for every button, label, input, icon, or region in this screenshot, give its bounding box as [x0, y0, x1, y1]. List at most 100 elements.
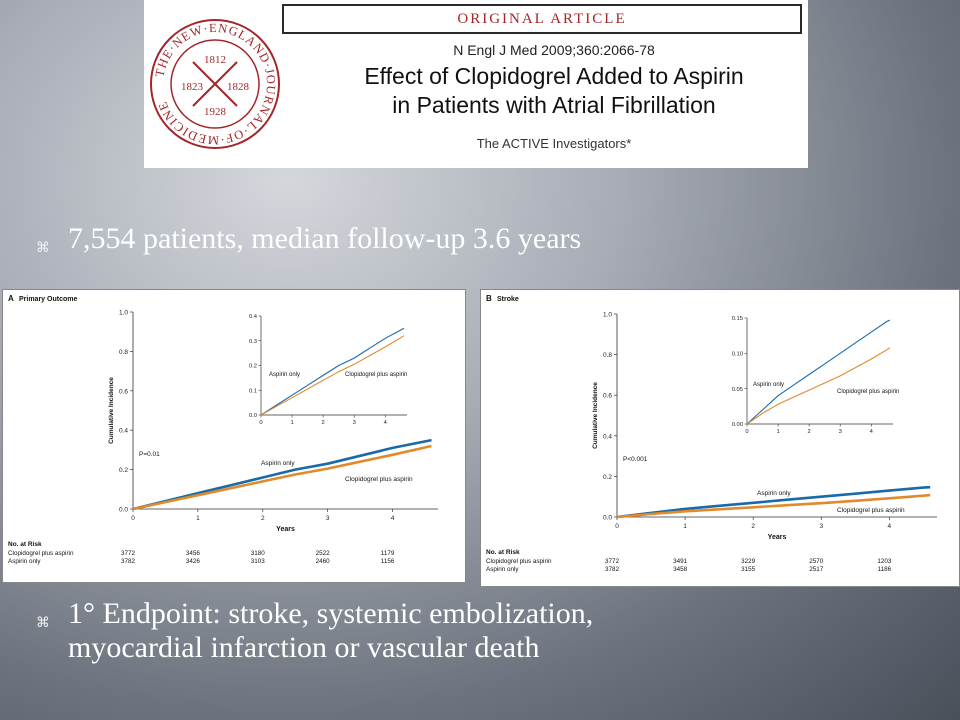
risk-table-cell: 3772	[121, 550, 136, 557]
p-value: P=0.01	[139, 451, 160, 458]
panel-label: B	[486, 294, 492, 303]
y-tick-label: 0.4	[603, 433, 612, 440]
series-label-clopidogrel-plus-aspirin: Clopidogrel plus aspirin	[837, 507, 905, 514]
svg-text:1812: 1812	[204, 54, 226, 66]
y-tick-label: 0.0	[119, 507, 128, 514]
inset-y-tick-label: 0.15	[732, 316, 743, 322]
series-line-clopidogrel-plus-aspirin	[616, 493, 931, 519]
inset-y-tick-label: 0.10	[732, 352, 743, 358]
inset-x-tick-label: 3	[839, 429, 842, 435]
y-tick-label: 0.8	[603, 352, 612, 359]
risk-table-cell: 3180	[251, 550, 266, 557]
risk-table-cell: 3103	[251, 558, 266, 565]
x-tick-label: 3	[326, 515, 330, 522]
p-value: P<0.001	[623, 456, 648, 463]
risk-table-cell: 3782	[605, 566, 620, 573]
x-axis-label: Years	[768, 534, 787, 541]
bullet-text-line-2: myocardial infarction or vascular death	[68, 631, 540, 664]
inset-x-tick-label: 4	[870, 429, 874, 435]
bullet-text-line-1: 1° Endpoint: stroke, systemic embolizati…	[68, 597, 594, 630]
series-label-aspirin-only: Aspirin only	[757, 490, 791, 497]
inset-series-label-clopidogrel-plus-aspirin: Clopidogrel plus aspirin	[837, 389, 899, 395]
chart-title: Primary Outcome	[19, 296, 77, 303]
series-line-aspirin-only	[132, 438, 432, 511]
inset-y-tick-label: 0.3	[249, 339, 257, 345]
inset-series-label-clopidogrel-plus-aspirin: Clopidogrel plus aspirin	[345, 372, 407, 378]
risk-table-cell: 3458	[673, 566, 688, 573]
svg-text:1828: 1828	[227, 81, 250, 93]
risk-table-cell: 3491	[673, 558, 688, 565]
risk-table-row-label: Clopidogrel plus aspirin	[8, 550, 74, 557]
y-axis-label: Cumulative Incidence	[108, 377, 115, 444]
bullet-marker-icon: ⌘	[36, 615, 50, 631]
citation: N Engl J Med 2009;360:2066-78	[453, 42, 655, 58]
risk-table-cell: 3229	[741, 558, 756, 565]
x-tick-label: 0	[615, 523, 619, 530]
bullet-text: 7,554 patients, median follow-up 3.6 yea…	[68, 222, 582, 255]
risk-table-cell: 2570	[809, 558, 824, 565]
x-axis-label: Years	[276, 526, 295, 533]
inset-series-line-clopidogrel-plus-aspirin	[746, 347, 891, 425]
inset-y-tick-label: 0.1	[249, 388, 257, 394]
y-tick-label: 0.6	[119, 388, 128, 395]
inset-x-tick-label: 0	[745, 429, 748, 435]
series-label-aspirin-only: Aspirin only	[261, 460, 295, 467]
y-tick-label: 0.8	[119, 349, 128, 356]
risk-table-cell: 3772	[605, 558, 620, 565]
risk-table-cell: 3782	[121, 558, 136, 565]
series-line-clopidogrel-plus-aspirin	[132, 444, 432, 511]
risk-table-row-label: Clopidogrel plus aspirin	[486, 558, 552, 565]
x-tick-label: 1	[196, 515, 200, 522]
risk-table-cell: 1186	[878, 566, 892, 573]
x-tick-label: 4	[391, 515, 395, 522]
y-tick-label: 0.6	[603, 393, 612, 400]
inset-x-tick-label: 4	[384, 420, 388, 426]
risk-table-cell: 3155	[741, 566, 756, 573]
svg-text:1928: 1928	[204, 106, 227, 118]
x-tick-label: 0	[131, 515, 135, 522]
inset-series-line-aspirin-only	[746, 319, 891, 425]
bullet-patients: ⌘ 7,554 patients, median follow-up 3.6 y…	[36, 222, 936, 256]
inset-series-line-aspirin-only	[260, 327, 405, 416]
inset-background	[719, 310, 905, 440]
inset-y-tick-label: 0.2	[249, 364, 257, 370]
inset-series-label-aspirin-only: Aspirin only	[753, 382, 784, 388]
risk-table-cell: 1156	[381, 558, 395, 565]
inset-x-tick-label: 2	[322, 420, 325, 426]
inset-y-tick-label: 0.0	[249, 413, 257, 419]
svg-text:1823: 1823	[181, 81, 204, 93]
inset-series-label-aspirin-only: Aspirin only	[269, 372, 300, 378]
inset-series-line-clopidogrel-plus-aspirin	[260, 335, 405, 416]
risk-table-cell: 2517	[809, 566, 824, 573]
bullet-marker-icon: ⌘	[36, 240, 50, 256]
risk-table-cell: 1203	[877, 558, 892, 565]
authors: The ACTIVE Investigators*	[476, 136, 632, 151]
chart-svg: B Stroke 0.0 0.2 0.4 0.6 0.8 1.0 0 1 2 3 4 Years Cumul…	[486, 294, 937, 573]
y-tick-label: 1.0	[603, 312, 612, 319]
x-tick-label: 2	[261, 515, 265, 522]
title-line-1: Effect of Clopidogrel Added to Aspirin	[364, 63, 744, 89]
risk-table-row-label: Aspirin only	[486, 566, 519, 573]
y-tick-label: 0.0	[603, 515, 612, 522]
x-tick-label: 1	[683, 523, 687, 530]
risk-table-cell: 2522	[316, 550, 331, 557]
inset-x-tick-label: 1	[290, 420, 293, 426]
risk-table-row-label: Aspirin only	[8, 558, 41, 565]
inset-y-tick-label: 0.00	[732, 422, 743, 428]
article-title: Effect of Clopidogrel Added to Aspirin i…	[294, 62, 814, 120]
inset-x-tick-label: 0	[259, 420, 262, 426]
x-tick-label: 4	[888, 523, 892, 530]
article-header: THE·NEW·ENGLAND·JOURNAL·OF·MEDICINE 1812…	[144, 0, 808, 168]
risk-table-header: No. at Risk	[486, 549, 520, 556]
y-tick-label: 1.0	[119, 310, 128, 317]
inset-background	[233, 308, 419, 431]
panel-label: A	[8, 294, 14, 303]
series-line-aspirin-only	[616, 485, 931, 519]
y-tick-label: 0.4	[119, 428, 128, 435]
risk-table-cell: 2460	[316, 558, 331, 565]
x-tick-label: 2	[751, 523, 755, 530]
chart-title: Stroke	[497, 296, 519, 303]
inset-y-tick-label: 0.05	[732, 387, 743, 393]
inset-x-tick-label: 3	[353, 420, 356, 426]
title-line-2: in Patients with Atrial Fibrillation	[392, 92, 716, 118]
